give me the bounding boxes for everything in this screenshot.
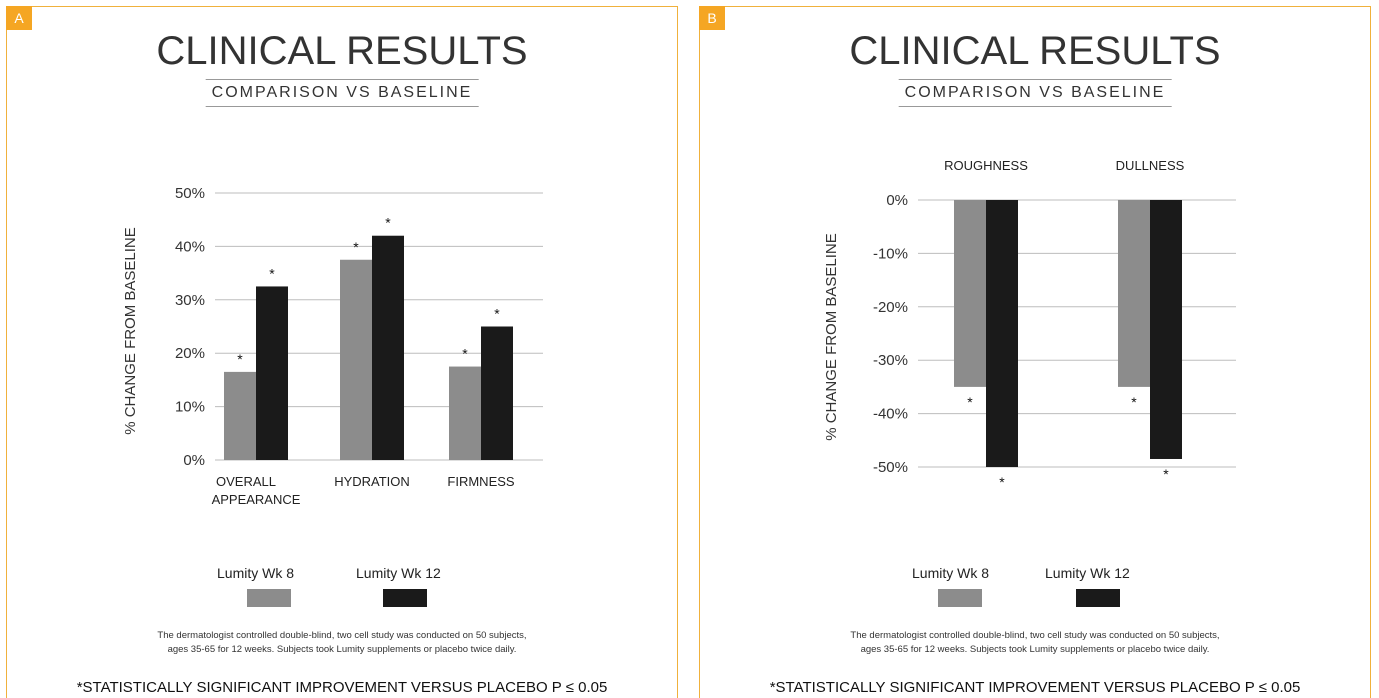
significance-star: * <box>353 239 359 255</box>
y-tick-label: -50% <box>873 459 908 476</box>
panel-a: A CLINICAL RESULTS COMPARISON VS BASELIN… <box>6 6 678 698</box>
bar-chart-b: % CHANGE FROM BASELINE 0% -10% -20% -30% -40%… <box>823 158 1236 490</box>
y-tick-label: -20% <box>873 299 908 316</box>
chart-title: CLINICAL RESULTS <box>156 29 528 73</box>
significance-star: * <box>494 306 500 322</box>
bar-lumity-wk-8 <box>340 259 372 460</box>
y-tick-label: 0% <box>886 192 908 209</box>
y-tick-label: -40% <box>873 406 908 423</box>
chart-subtitle: COMPARISON VS BASELINE <box>898 79 1172 107</box>
y-tick-label: 0% <box>183 452 205 469</box>
y-tick-label: 10% <box>175 399 205 416</box>
chart-subtitle: COMPARISON VS BASELINE <box>205 79 479 107</box>
panel-tag: B <box>699 6 725 30</box>
category-label: APPEARANCE <box>212 492 301 507</box>
bar-lumity-wk-12 <box>481 326 513 460</box>
y-axis-label: % CHANGE FROM BASELINE <box>823 233 840 441</box>
y-tick-label: -30% <box>873 352 908 369</box>
category-label: OVERALL <box>216 474 276 489</box>
legend-label-wk12: Lumity Wk 12 <box>356 565 441 581</box>
y-tick-label: 30% <box>175 292 205 309</box>
bar-lumity-wk-8 <box>1118 200 1150 387</box>
bar-chart-a: % CHANGE FROM BASELINE 0% 10% 20% 30% 40% 50% *… <box>122 185 543 507</box>
bar-lumity-wk-8 <box>449 366 481 460</box>
footnote-line-2: ages 35-65 for 12 weeks. Subjects took L… <box>167 644 517 655</box>
chart-title: CLINICAL RESULTS <box>849 29 1221 73</box>
legend-swatch-wk12 <box>383 589 427 607</box>
significance-star: * <box>1163 466 1169 482</box>
legend-label-wk8: Lumity Wk 8 <box>217 565 295 581</box>
panel-b: B CLINICAL RESULTS COMPARISON VS BASELIN… <box>699 6 1371 698</box>
footnote-line-2: ages 35-65 for 12 weeks. Subjects took L… <box>860 644 1210 655</box>
bar-lumity-wk-12 <box>986 200 1018 467</box>
bar-lumity-wk-12 <box>256 286 288 460</box>
category-label: FIRMNESS <box>447 474 515 489</box>
footnote-line-1: The dermatologist controlled double-blin… <box>850 630 1220 641</box>
legend-label-wk12: Lumity Wk 12 <box>1045 565 1130 581</box>
panel-tag: A <box>6 6 32 30</box>
bar-lumity-wk-8 <box>954 200 986 387</box>
legend-label-wk8: Lumity Wk 8 <box>912 565 990 581</box>
y-tick-label: -10% <box>873 245 908 262</box>
category-label: DULLNESS <box>1116 158 1185 173</box>
category-label: ROUGHNESS <box>944 158 1028 173</box>
y-tick-label: 40% <box>175 238 205 255</box>
category-label: HYDRATION <box>334 474 410 489</box>
legend-swatch-wk8 <box>247 589 291 607</box>
legend-swatch-wk8 <box>938 589 982 607</box>
bar-lumity-wk-12 <box>1150 200 1182 459</box>
significance-note: *STATISTICALLY SIGNIFICANT IMPROVEMENT V… <box>76 679 608 696</box>
significance-note: *STATISTICALLY SIGNIFICANT IMPROVEMENT V… <box>769 679 1301 696</box>
y-tick-label: 20% <box>175 345 205 362</box>
significance-star: * <box>462 346 468 362</box>
y-axis-label: % CHANGE FROM BASELINE <box>122 227 139 435</box>
significance-star: * <box>237 351 243 367</box>
bar-lumity-wk-12 <box>372 235 404 460</box>
legend-swatch-wk12 <box>1076 589 1120 607</box>
y-tick-label: 50% <box>175 185 205 202</box>
footnote-line-1: The dermatologist controlled double-blin… <box>157 630 527 641</box>
significance-star: * <box>999 474 1005 490</box>
significance-star: * <box>385 215 391 231</box>
significance-star: * <box>269 265 275 281</box>
significance-star: * <box>967 394 973 410</box>
significance-star: * <box>1131 394 1137 410</box>
bar-lumity-wk-8 <box>224 371 256 460</box>
